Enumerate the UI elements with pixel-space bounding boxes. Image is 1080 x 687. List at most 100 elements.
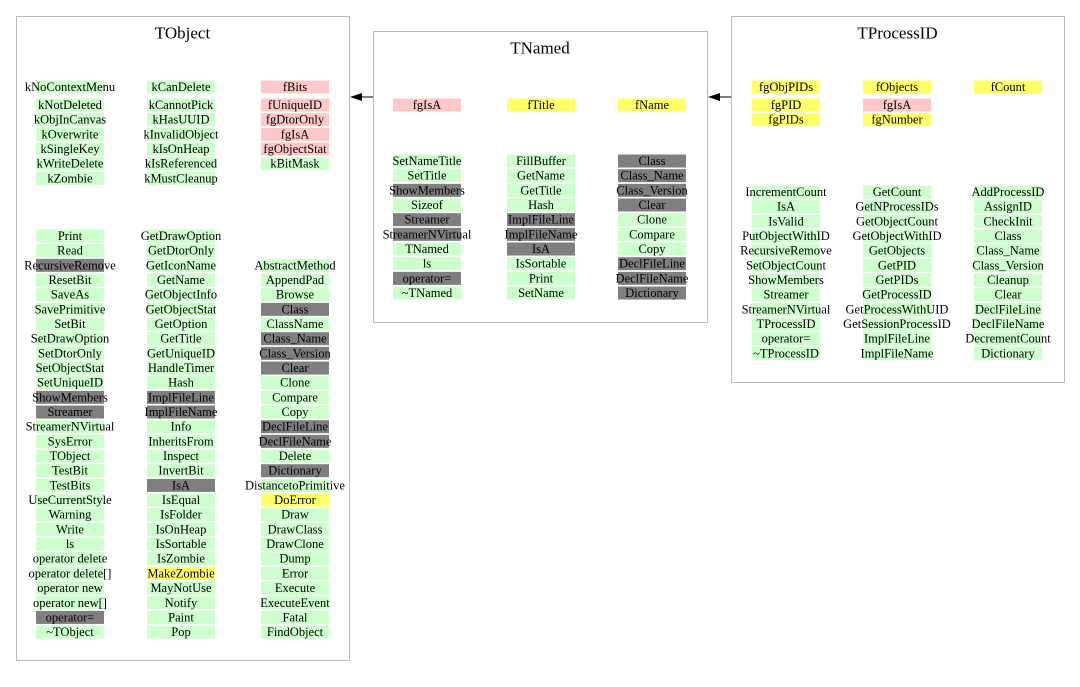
member-box: [261, 625, 329, 639]
member-box: [147, 171, 215, 185]
member-label: operator new[]: [33, 596, 107, 610]
member-box: [863, 244, 931, 258]
member-box: [507, 98, 575, 112]
member-label: ImplFileLine: [508, 213, 574, 227]
member-label: DeclFileLine: [975, 302, 1041, 316]
member-label: DeclFileName: [972, 317, 1045, 331]
member-box: [752, 229, 820, 243]
member-box: [147, 127, 215, 141]
member-label: GetUniqueID: [147, 346, 215, 360]
member-label: IsA: [777, 200, 795, 214]
member-label: GetName: [517, 169, 565, 183]
member-box: [261, 157, 329, 171]
member-box: [36, 566, 104, 580]
member-box: [36, 493, 104, 507]
member-label: Clear: [994, 288, 1022, 302]
member-label: IsOnHeap: [156, 522, 207, 536]
member-label: Class_Name: [976, 244, 1040, 258]
member-label: RecursiveRemove: [24, 258, 116, 272]
member-box: [261, 420, 329, 434]
member-label: PutObjectWithID: [742, 229, 830, 243]
member-box: [752, 98, 820, 112]
member-box: [261, 258, 329, 272]
member-label: IsA: [172, 478, 190, 492]
member-label: FillBuffer: [516, 154, 567, 168]
member-box: [863, 302, 931, 316]
member-box: [863, 332, 931, 346]
member-box: [147, 508, 215, 522]
member-box: [36, 273, 104, 287]
class-title: TObject: [155, 24, 211, 43]
member-label: fgPIDs: [768, 113, 804, 127]
member-label: Class_Name: [263, 332, 327, 346]
member-label: HandleTimer: [148, 361, 215, 375]
member-box: [261, 552, 329, 566]
member-label: Class_Version: [616, 183, 688, 197]
member-label: GetProcessID: [862, 288, 931, 302]
member-box: [752, 80, 820, 94]
member-box: [752, 317, 820, 331]
member-box: [507, 242, 575, 256]
member-box: [36, 332, 104, 346]
member-box: [393, 242, 461, 256]
member-box: [974, 332, 1042, 346]
member-label: DrawClone: [266, 537, 324, 551]
member-label: kWriteDelete: [37, 157, 104, 171]
member-box: [393, 154, 461, 168]
member-box: [36, 157, 104, 171]
member-box: [618, 154, 686, 168]
member-box: [974, 258, 1042, 272]
member-label: ClassName: [267, 317, 324, 331]
member-label: Class: [994, 229, 1021, 243]
member-box: [147, 420, 215, 434]
member-label: Info: [171, 420, 192, 434]
member-label: fgObjectStat: [263, 142, 327, 156]
member-label: GetPID: [878, 258, 916, 272]
member-box: [618, 98, 686, 112]
member-box: [147, 142, 215, 156]
member-box: [261, 508, 329, 522]
member-box: [261, 288, 329, 302]
member-label: SetDtorOnly: [38, 346, 103, 360]
member-label: Dictionary: [625, 286, 679, 300]
member-box: [393, 98, 461, 112]
member-label: fgPID: [771, 98, 802, 112]
member-label: Notify: [165, 596, 198, 610]
class-title: TNamed: [510, 39, 570, 58]
member-box: [147, 361, 215, 375]
member-label: StreamerNVirtual: [383, 227, 472, 241]
member-box: [618, 183, 686, 197]
member-label: kCanDelete: [151, 80, 210, 94]
member-label: Draw: [281, 508, 309, 522]
member-box: [36, 537, 104, 551]
member-box: [618, 257, 686, 271]
member-box: [36, 596, 104, 610]
member-box: [974, 273, 1042, 287]
member-box: [147, 537, 215, 551]
member-label: fgNumber: [871, 113, 923, 127]
member-box: [752, 113, 820, 127]
member-box: [147, 552, 215, 566]
member-box: [36, 98, 104, 112]
member-box: [147, 229, 215, 243]
member-label: IsSortable: [516, 257, 567, 271]
member-label: Pop: [171, 625, 190, 639]
member-label: Compare: [629, 227, 675, 241]
member-box: [974, 346, 1042, 360]
member-box: [261, 537, 329, 551]
member-box: [36, 449, 104, 463]
member-box: [507, 154, 575, 168]
member-box: [863, 288, 931, 302]
member-label: DeclFileLine: [262, 420, 328, 434]
member-label: operator delete: [33, 552, 108, 566]
member-box: [618, 169, 686, 183]
member-label: fgIsA: [413, 98, 441, 112]
member-box: [147, 464, 215, 478]
member-label: GetObjectInfo: [145, 288, 217, 302]
member-label: operator=: [762, 332, 811, 346]
member-label: operator new: [37, 581, 103, 595]
member-label: TestBit: [52, 464, 88, 478]
member-label: GetObjectWithID: [852, 229, 941, 243]
member-label: AppendPad: [266, 273, 325, 287]
